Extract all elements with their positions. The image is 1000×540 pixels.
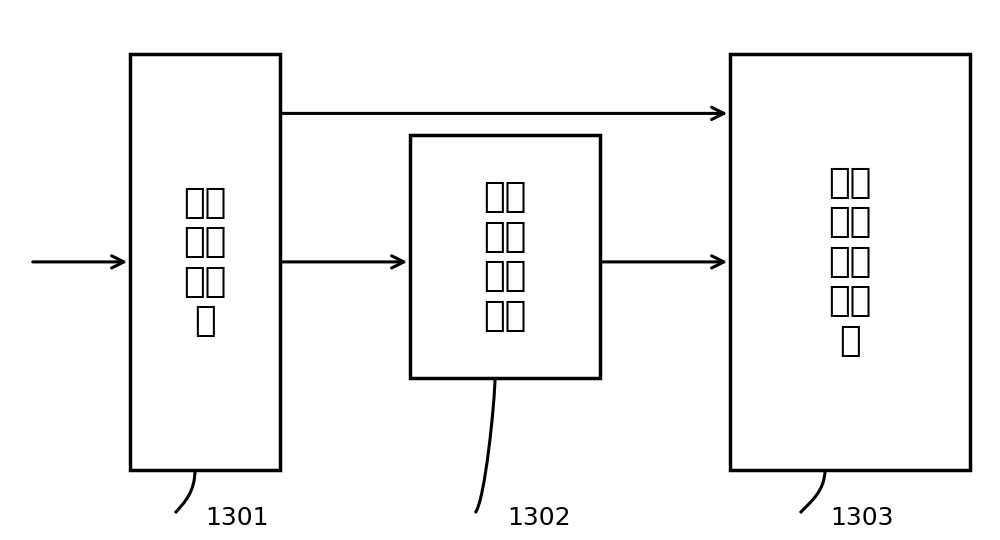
Text: 矢量
累加
移位
器: 矢量 累加 移位 器 [183,186,227,338]
Text: 数值
组装
矢量
存储
器: 数值 组装 矢量 存储 器 [828,166,872,357]
Bar [410,135,600,378]
Text: 1302: 1302 [507,507,571,530]
Text: 1301: 1301 [205,507,268,530]
Bar [130,54,280,470]
Text: 移出
位矢
量寄
存器: 移出 位矢 量寄 存器 [483,180,527,333]
Text: 1303: 1303 [830,507,894,530]
Bar [730,54,970,470]
